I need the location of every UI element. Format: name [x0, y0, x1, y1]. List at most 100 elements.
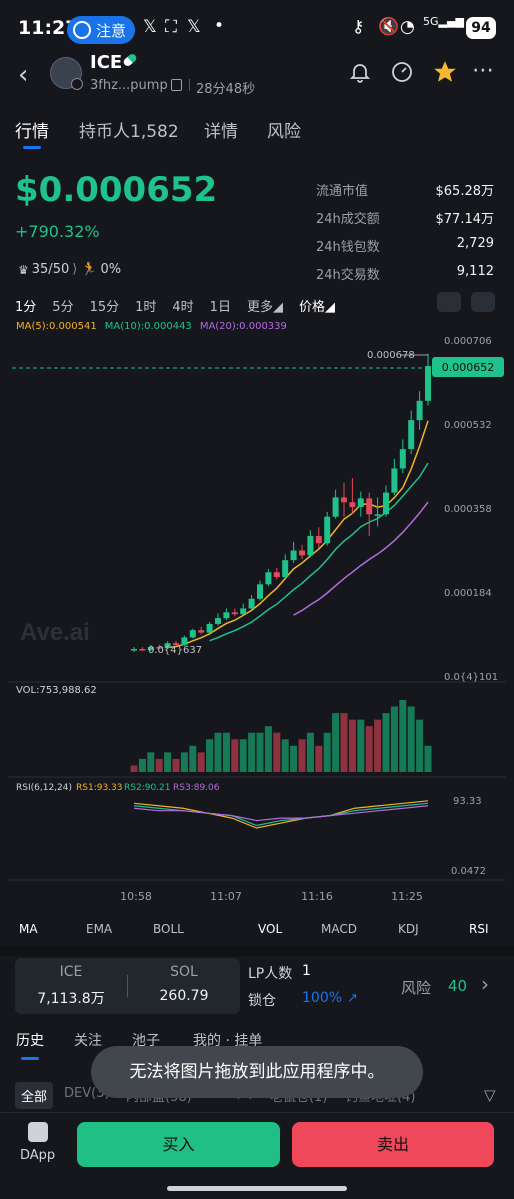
pool-token-label: ICE	[59, 964, 83, 980]
volume-bar	[306, 732, 314, 772]
chart-settings-icon[interactable]	[471, 292, 495, 312]
price-chart[interactable]: Ave.ai 0.000706 0.000532 0.000358 0.000184 0…	[0, 330, 514, 910]
candle-body	[374, 514, 381, 516]
price-mode-select[interactable]: 价格◢	[298, 300, 335, 315]
y-tick-label: 0.0{4}101	[444, 672, 498, 683]
interval-15m[interactable]: 15分	[89, 300, 120, 315]
tab-pool[interactable]: 池子	[132, 1033, 160, 1049]
rank-value: 35/50	[31, 262, 70, 277]
ind-tab-ema[interactable]: EMA	[86, 922, 113, 936]
tab-holders[interactable]: 持币人1,582	[79, 122, 179, 142]
rsi-line-1	[133, 800, 429, 829]
buy-button[interactable]: 买入	[77, 1122, 280, 1167]
more-icon[interactable]: ⋯	[472, 58, 494, 83]
indicator-toggle-icon[interactable]	[437, 292, 461, 312]
tab-follow[interactable]: 关注	[74, 1033, 102, 1049]
current-price: $0.000652	[15, 170, 218, 210]
gauge-icon[interactable]	[390, 60, 414, 84]
tab-my-orders[interactable]: 我的 · 挂单	[193, 1033, 263, 1049]
candle-body	[147, 647, 154, 650]
candle-body	[366, 498, 373, 515]
candle-body	[240, 608, 247, 615]
key-icon: ⚷	[352, 17, 365, 37]
bell-icon[interactable]	[348, 60, 372, 84]
ind-tab-kdj[interactable]: KDJ	[398, 922, 419, 936]
interval-5m[interactable]: 5分	[52, 300, 74, 315]
volume-bar	[323, 732, 331, 772]
notice-pill[interactable]: 注意	[67, 16, 135, 44]
ma20-line	[293, 501, 429, 616]
stat-label-volume: 24h成交额	[316, 212, 380, 227]
low-label: 0.0{4}637	[148, 645, 202, 656]
volume-bar	[222, 732, 230, 772]
stat-label-mcap: 流通市值	[316, 184, 369, 199]
volume-bar	[332, 713, 340, 772]
dapp-icon[interactable]	[28, 1122, 48, 1142]
ind-tab-vol[interactable]: VOL	[258, 922, 283, 936]
rsi-label: RSI(6,12,24)	[16, 783, 72, 793]
candle-body	[282, 560, 289, 578]
chevron-right-icon[interactable]: ›	[481, 972, 489, 996]
tab-risk[interactable]: 风险	[267, 122, 301, 142]
lock-value-link[interactable]: 100% ↗	[302, 990, 358, 1006]
stat-value-wallets: 2,729	[456, 236, 494, 251]
interval-more[interactable]: 更多◢	[246, 300, 283, 315]
stat-value-volume: $77.14万	[435, 212, 495, 227]
back-arrow-icon[interactable]: ‹	[18, 60, 29, 90]
dapp-label[interactable]: DApp	[20, 1148, 56, 1163]
volume-bar	[214, 732, 222, 772]
y-tick-label: 0.000706	[444, 336, 492, 347]
notice-label: 注意	[96, 21, 127, 40]
ma5-label: MA(5):0.000541	[16, 321, 97, 332]
candle-body	[198, 630, 205, 633]
home-indicator	[167, 1186, 347, 1191]
ma-legend: MA(5):0.000541 MA(10):0.000443 MA(20):0.…	[16, 321, 287, 332]
ind-tab-macd[interactable]: MACD	[321, 922, 357, 936]
star-icon[interactable]	[432, 59, 458, 85]
ma10-label: MA(10):0.000443	[104, 321, 192, 332]
x-tick-label: 11:16	[301, 890, 333, 903]
candle-body	[315, 536, 322, 544]
sell-button[interactable]: 卖出	[292, 1122, 494, 1167]
high-label: 0.000678	[367, 350, 415, 361]
pool-sol-label: SOL	[170, 964, 198, 980]
interval-1m[interactable]: 1分	[15, 300, 37, 315]
token-header: ‹ ICE 3fhz...pump 28分48秒 ⋯	[0, 52, 514, 102]
ma10-line	[209, 462, 429, 642]
interval-1h[interactable]: 1时	[135, 300, 157, 315]
copy-icon[interactable]	[171, 79, 182, 91]
candle-body	[139, 649, 146, 651]
candle-body	[341, 497, 347, 503]
toast-message: 无法将图片拖放到此应用程序中。	[91, 1046, 423, 1098]
tab-history[interactable]: 历史	[16, 1033, 44, 1049]
tab-market[interactable]: 行情	[15, 122, 49, 142]
interval-4h[interactable]: 4时	[172, 300, 194, 315]
filter-all[interactable]: 全部	[15, 1082, 54, 1109]
volume-bar	[130, 765, 138, 772]
rs1-label: RS1:93.33	[76, 783, 123, 793]
ind-tab-rsi[interactable]: RSI	[469, 922, 489, 936]
candle-body	[206, 623, 213, 633]
candle-body	[391, 468, 398, 493]
volume-bar	[197, 752, 205, 772]
ind-tab-ma[interactable]: MA	[19, 922, 38, 936]
candle-body	[383, 492, 389, 515]
volume-bar	[231, 739, 239, 772]
battery-icon: 94	[466, 17, 496, 39]
x-tick-label: 11:25	[391, 890, 423, 903]
token-age: 28分48秒	[196, 82, 256, 97]
volume-bar	[340, 713, 348, 772]
candle-body	[299, 550, 305, 556]
interval-1d[interactable]: 1日	[209, 300, 231, 315]
filter-funnel-icon[interactable]: ▽	[484, 1086, 496, 1104]
tab-details[interactable]: 详情	[204, 122, 238, 142]
current-price-text: 0.000652	[442, 361, 495, 374]
ind-tab-boll[interactable]: BOLL	[153, 922, 184, 936]
volume-label: VOL:753,988.62	[16, 685, 97, 696]
ma20-label: MA(20):0.000339	[199, 321, 287, 332]
volume-bar	[407, 706, 415, 772]
volume-bar	[248, 732, 256, 772]
stat-value-trades: 9,112	[456, 264, 494, 279]
volume-bar	[172, 758, 180, 772]
runner-icon: 🏃	[81, 262, 98, 277]
